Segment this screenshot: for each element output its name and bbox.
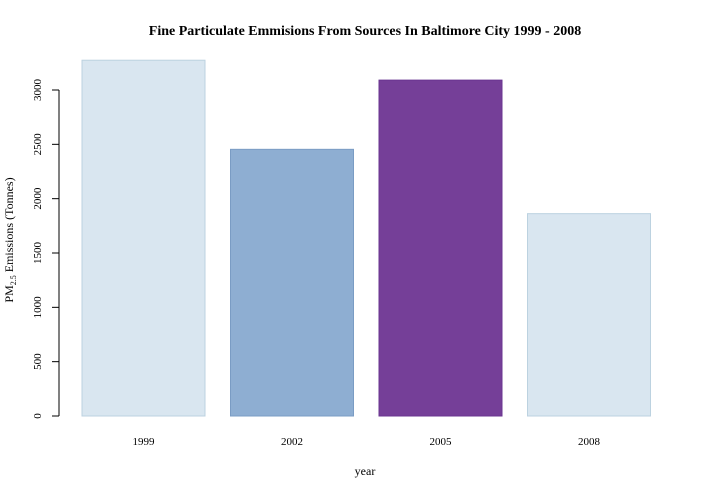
y-tick-label-1000: 1000 <box>32 296 44 319</box>
x-tick-label-2008: 2008 <box>578 436 601 448</box>
y-tick-label-2500: 2500 <box>32 133 44 156</box>
y-tick-label-1500: 1500 <box>32 242 44 265</box>
y-tick-label-500: 500 <box>32 353 44 370</box>
chart-title: Fine Particulate Emmisions From Sources … <box>149 24 581 39</box>
x-tick-labels: 1999 2002 2005 2008 <box>133 436 601 448</box>
bar-2008 <box>527 213 651 417</box>
y-tick-label-3000: 3000 <box>32 79 44 102</box>
bar-2002 <box>230 148 354 417</box>
y-tick-label-0: 0 <box>32 413 44 419</box>
y-axis-label: PM2.5 Emissions (Tonnes) <box>2 177 18 302</box>
bar-1999 <box>81 59 206 417</box>
x-axis-label: year <box>355 464 376 478</box>
y-axis-label-suffix: Emissions (Tonnes) <box>2 177 16 275</box>
y-axis: 0 500 1000 1500 2000 2500 3000 <box>32 79 60 419</box>
bars-group <box>81 59 651 417</box>
x-tick-label-1999: 1999 <box>133 436 156 448</box>
x-tick-label-2002: 2002 <box>281 436 303 448</box>
bar-2005 <box>378 79 503 417</box>
y-axis-label-subscript: 2.5 <box>9 275 18 285</box>
y-tick-label-2000: 2000 <box>32 187 44 210</box>
x-tick-label-2005: 2005 <box>430 436 453 448</box>
y-axis-label-prefix: PM <box>2 285 16 303</box>
